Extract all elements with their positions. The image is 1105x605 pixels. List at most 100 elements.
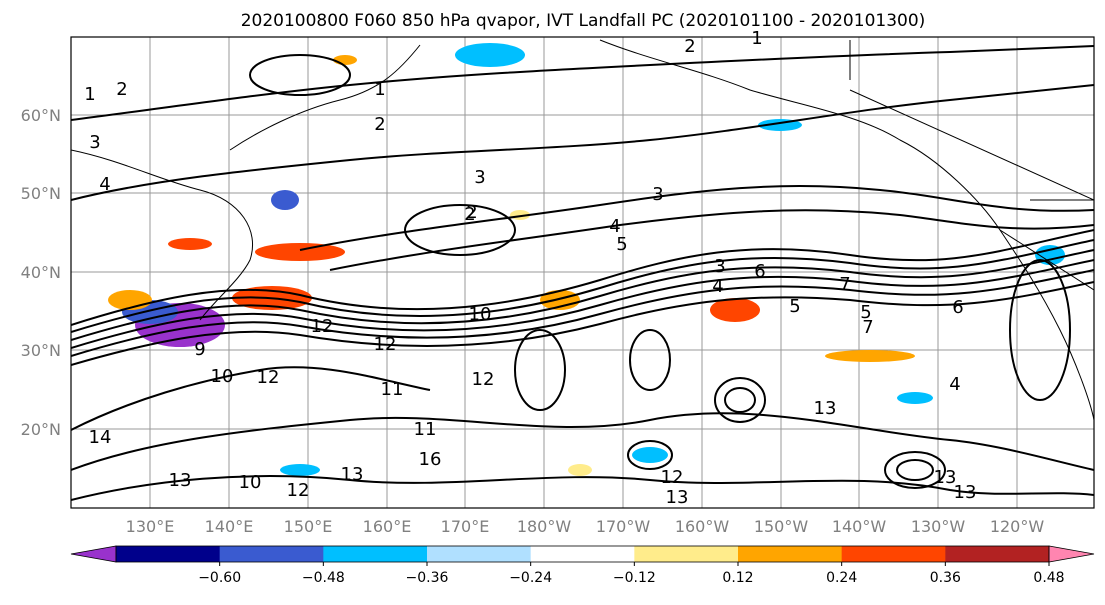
- lat-tick-label: 40°N: [21, 263, 61, 282]
- colorbar-tick-label: −0.48: [302, 570, 345, 586]
- shade-red-east: [710, 298, 760, 322]
- lon-tick-label: 160°W: [675, 517, 730, 536]
- contour-label: 13: [814, 398, 837, 419]
- contour-label: 4: [712, 276, 723, 297]
- contour-label: 2: [116, 79, 127, 100]
- lat-tick-label: 20°N: [21, 420, 61, 439]
- contour-label: 2: [466, 202, 477, 223]
- contour-line: [71, 249, 1094, 341]
- contour-line: [71, 475, 1094, 501]
- contour-label: 11: [414, 419, 437, 440]
- contour-loop: [714, 377, 766, 423]
- contour-label: 10: [469, 304, 492, 325]
- colorbar-tick-label: −0.12: [613, 570, 656, 586]
- lat-tick-label: 50°N: [21, 184, 61, 203]
- contour-line: [71, 366, 431, 431]
- contour-label: 2: [684, 36, 695, 57]
- border-lines: [849, 40, 1094, 201]
- colorbar-tick-label: 0.36: [930, 570, 961, 586]
- colorbar-cell: [841, 546, 946, 562]
- state-borders: [999, 199, 1094, 291]
- lon-tick-label: 160°E: [363, 517, 412, 536]
- contour-label: 3: [474, 167, 485, 188]
- contour-loop: [896, 459, 934, 481]
- ivt-contours: [71, 45, 1094, 501]
- contour-label: 13: [341, 464, 364, 485]
- contour-label: 12: [257, 367, 280, 388]
- shade-cyan-north: [455, 43, 525, 67]
- contour-loop: [404, 204, 516, 256]
- contour-loop: [249, 54, 351, 96]
- contour-loop: [514, 329, 566, 411]
- lat-tick-label: 60°N: [21, 106, 61, 125]
- map-frame: [70, 36, 1095, 509]
- latitude-labels: 60°N 50°N 40°N 30°N 20°N: [21, 106, 61, 439]
- shade-red-small: [168, 238, 212, 250]
- lon-tick-label: 120°W: [990, 517, 1045, 536]
- shade-cyan-south: [280, 464, 320, 476]
- contour-label: 11: [381, 379, 404, 400]
- lon-tick-label: 170°W: [596, 517, 651, 536]
- colorbar: −0.60 −0.48 −0.36 −0.24 −0.12 0.12 0.24 0.36 0.4…: [70, 545, 1095, 586]
- coastline-kamchatka: [229, 44, 421, 151]
- contour-label: 4: [609, 216, 620, 237]
- shade-cyan-southeast: [897, 392, 933, 404]
- longitude-labels: 130°E 140°E 150°E 160°E 170°E 180°W 170°W 160°W…: [126, 517, 1045, 536]
- contour-label: 12: [661, 467, 684, 488]
- coastline-north-america: [599, 39, 1094, 421]
- contour-label: 12: [311, 316, 334, 337]
- colorbar-cell: [219, 546, 324, 562]
- contour-line: [329, 209, 1094, 271]
- shade-cyan-trop: [632, 447, 668, 463]
- shade-orange-north: [333, 55, 357, 65]
- colorbar-tick-label: −0.24: [509, 570, 552, 586]
- colorbar-tick-label: −0.60: [198, 570, 241, 586]
- contour-label: 7: [839, 274, 850, 295]
- contour-loop: [1009, 259, 1071, 401]
- colorbar-cell: [945, 546, 1050, 562]
- coastline-asia: [71, 149, 254, 321]
- contour-label: 13: [666, 487, 689, 508]
- contour-loop: [724, 387, 756, 413]
- shade-red-band-2: [255, 243, 345, 261]
- lon-tick-label: 170°E: [441, 517, 490, 536]
- colorbar-cell: [530, 546, 635, 562]
- contour-loop: [884, 451, 946, 489]
- lat-tick-label: 30°N: [21, 341, 61, 360]
- colorbar-tick-label: 0.48: [1033, 570, 1064, 586]
- contour-label: 12: [374, 334, 397, 355]
- contour-label: 6: [754, 261, 765, 282]
- contour-label: 5: [616, 234, 627, 255]
- colorbar-cell: [323, 546, 428, 562]
- contour-label: 7: [862, 317, 873, 338]
- lon-tick-label: 180°W: [517, 517, 572, 536]
- contour-line: [71, 45, 1094, 121]
- contour-line: [299, 184, 1094, 251]
- contour-label: 5: [789, 296, 800, 317]
- colorbar-cell: [116, 546, 221, 562]
- colorbar-cell: [427, 546, 532, 562]
- contour-label: 4: [949, 374, 960, 395]
- contour-label: 3: [652, 184, 663, 205]
- contour-label: 2: [374, 114, 385, 135]
- colorbar-frame: [115, 545, 1050, 563]
- contour-label: 3: [714, 256, 725, 277]
- contour-line: [71, 239, 1094, 333]
- contour-label: 6: [952, 297, 963, 318]
- lon-tick-label: 140°E: [205, 517, 254, 536]
- contour-line: [71, 229, 1094, 326]
- contour-label: 3: [89, 132, 100, 153]
- contour-label: 14: [89, 427, 112, 448]
- colorbar-extend-low: [70, 545, 117, 563]
- contour-label: 1: [751, 28, 762, 49]
- colorbar-tick-label: −0.36: [406, 570, 449, 586]
- lon-tick-label: 130°W: [911, 517, 966, 536]
- shade-orange-east: [825, 350, 915, 362]
- colorbar-tick-label: 0.24: [826, 570, 857, 586]
- contour-label: 9: [194, 339, 205, 360]
- colorbar-tick-label: 0.12: [722, 570, 753, 586]
- contour-label: 1: [84, 84, 95, 105]
